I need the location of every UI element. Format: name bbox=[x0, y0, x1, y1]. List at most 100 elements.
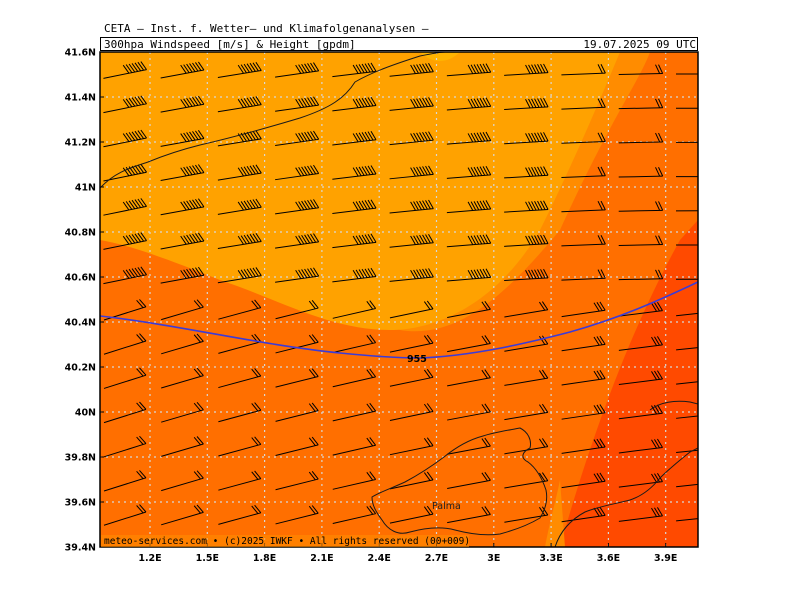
wind-barb bbox=[217, 61, 262, 79]
wind-barb bbox=[618, 336, 663, 351]
wind-barb bbox=[504, 403, 549, 421]
wind-barb bbox=[389, 300, 434, 319]
wind-barb bbox=[161, 401, 204, 423]
wind-barb bbox=[332, 471, 377, 490]
footer-bg bbox=[101, 535, 469, 547]
wind-barb bbox=[561, 269, 606, 281]
wind-barb bbox=[217, 164, 262, 181]
wind-barb bbox=[676, 481, 698, 488]
wind-barb bbox=[218, 470, 262, 491]
wind-barb bbox=[275, 299, 319, 320]
lon-tick-label: 1.5E bbox=[196, 553, 219, 564]
wind-barb bbox=[217, 232, 262, 250]
longitude-axis: 1.2E 1.5E 1.8E 2.1E 2.4E 2.7E 3E 3.3E 3.6E 3.9E bbox=[138, 543, 677, 564]
wind-barb bbox=[618, 507, 663, 522]
wind-barb bbox=[389, 369, 434, 387]
wind-zone-weak bbox=[545, 480, 565, 547]
wind-barb bbox=[561, 335, 606, 352]
coastline-mallorca bbox=[371, 427, 548, 536]
wind-barb bbox=[447, 437, 491, 455]
wind-barb bbox=[103, 401, 147, 424]
wind-barb bbox=[561, 370, 606, 386]
wind-barb bbox=[103, 129, 147, 148]
wind-barb bbox=[103, 333, 147, 355]
wind-barb bbox=[504, 63, 549, 76]
wind-barb bbox=[504, 472, 549, 489]
wind-barb bbox=[217, 96, 262, 113]
wind-barb bbox=[675, 176, 698, 178]
wind-barb bbox=[332, 131, 377, 146]
lon-tick-label: 1.2E bbox=[138, 553, 161, 564]
product-label: 300hpa Windspeed [m/s] & Height [gpdm] bbox=[104, 38, 356, 51]
lat-tick-label: 41.2N bbox=[65, 138, 96, 149]
wind-barb bbox=[332, 199, 377, 214]
coastline-catalonia bbox=[100, 52, 446, 189]
height-contour-955 bbox=[100, 281, 698, 359]
wind-barb bbox=[161, 504, 204, 526]
wind-barb bbox=[161, 436, 204, 457]
lat-tick-label: 40.6N bbox=[65, 273, 96, 284]
wind-barb bbox=[103, 367, 147, 389]
wind-barb bbox=[561, 235, 606, 247]
wind-barb bbox=[218, 368, 262, 389]
wind-barb bbox=[275, 233, 320, 249]
lat-tick-label: 41.6N bbox=[65, 48, 96, 59]
wind-barb bbox=[103, 504, 147, 526]
valid-time: 19.07.2025 09 UTC bbox=[583, 38, 696, 51]
wind-barb bbox=[160, 266, 205, 284]
wind-barb bbox=[675, 244, 698, 246]
wind-barb bbox=[447, 403, 491, 421]
place-label-palma: Palma bbox=[432, 501, 461, 512]
lat-tick-label: 41.4N bbox=[65, 93, 96, 104]
lon-tick-label: 1.8E bbox=[253, 553, 276, 564]
wind-barb bbox=[618, 301, 663, 317]
wind-barb bbox=[504, 268, 549, 282]
wind-barb bbox=[504, 97, 549, 111]
wind-barb bbox=[504, 234, 549, 247]
wind-barb bbox=[332, 96, 377, 112]
wind-barb bbox=[161, 470, 204, 492]
wind-barb bbox=[275, 402, 319, 422]
wind-barb bbox=[618, 269, 664, 281]
lon-tick-label: 3.9E bbox=[654, 553, 677, 564]
wind-barb bbox=[389, 403, 434, 421]
wind-barb bbox=[161, 299, 204, 321]
lon-tick-label: 2.7E bbox=[425, 553, 448, 564]
wind-barb bbox=[161, 367, 204, 389]
lon-tick-label: 3.3E bbox=[539, 553, 562, 564]
lat-tick-label: 40.8N bbox=[65, 228, 96, 239]
wind-barb bbox=[561, 98, 606, 110]
wind-barb bbox=[675, 141, 698, 143]
wind-barb bbox=[103, 435, 147, 458]
wind-barb bbox=[275, 470, 319, 491]
wind-barb bbox=[389, 97, 434, 111]
wind-barb bbox=[389, 471, 434, 490]
wind-barb bbox=[446, 131, 492, 145]
wind-barb bbox=[561, 200, 606, 213]
wind-barb bbox=[618, 132, 664, 144]
wind-barb bbox=[103, 198, 147, 216]
wind-barb bbox=[389, 199, 434, 214]
wind-barb bbox=[161, 333, 204, 355]
wind-barb bbox=[332, 300, 377, 319]
wind-barb bbox=[561, 404, 606, 420]
lon-tick-label: 3.6E bbox=[597, 553, 620, 564]
lat-tick-label: 40.2N bbox=[65, 363, 96, 374]
wind-barb bbox=[103, 266, 147, 285]
wind-barb bbox=[160, 61, 205, 79]
wind-barb bbox=[275, 62, 320, 78]
wind-barb bbox=[676, 413, 698, 419]
wind-barb bbox=[389, 268, 434, 282]
wind-barb bbox=[332, 233, 377, 249]
wind-barb bbox=[217, 198, 262, 215]
wind-barb bbox=[160, 232, 205, 250]
wind-barb bbox=[676, 515, 698, 522]
coastline-menorca-north bbox=[649, 400, 698, 411]
wind-barb bbox=[561, 472, 606, 489]
wind-barb bbox=[389, 131, 434, 146]
wind-barb bbox=[676, 344, 698, 351]
wind-barb bbox=[103, 232, 147, 250]
wind-barb bbox=[275, 199, 320, 215]
map-field: 955 Palma bbox=[100, 52, 698, 547]
wind-barb bbox=[446, 234, 492, 248]
